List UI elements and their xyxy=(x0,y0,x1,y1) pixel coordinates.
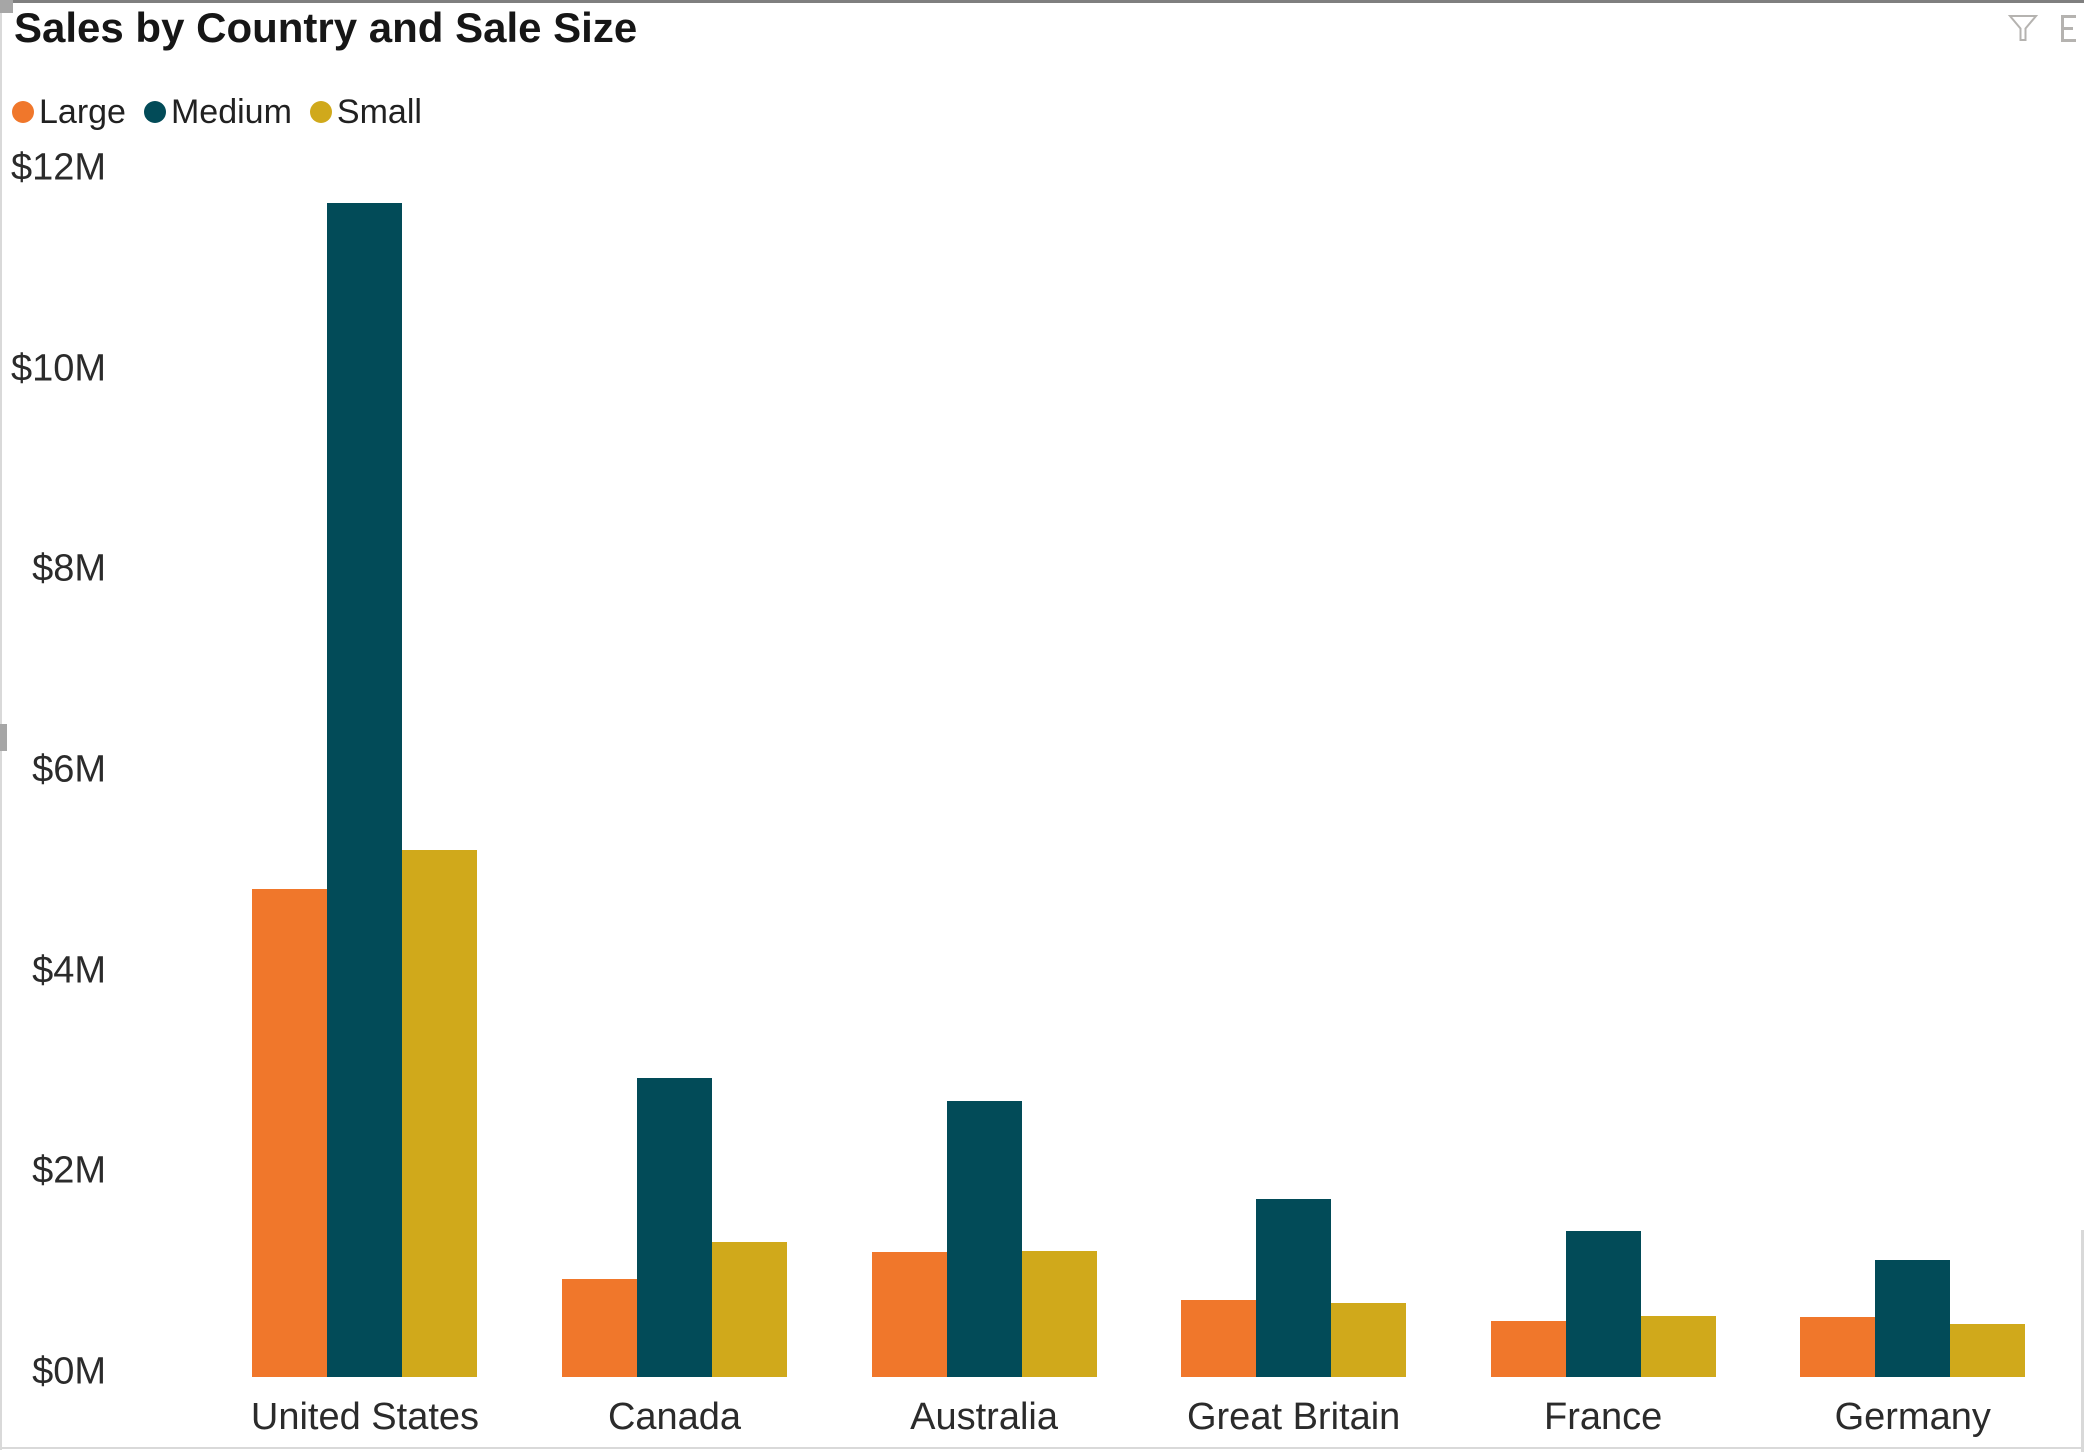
bar-large-france[interactable] xyxy=(1490,1320,1566,1377)
bar-large-australia[interactable] xyxy=(871,1251,947,1377)
x-axis-label-united-states: United States xyxy=(250,1396,480,1438)
legend-dot-large xyxy=(12,101,34,123)
bar-medium-france[interactable] xyxy=(1565,1231,1641,1377)
visual-bottom-border xyxy=(0,1447,2084,1449)
bar-medium-great-britain[interactable] xyxy=(1256,1199,1332,1377)
bar-large-germany[interactable] xyxy=(1800,1316,1876,1377)
y-axis-tick--0m: $0M xyxy=(32,1350,106,1393)
visual-top-border xyxy=(0,0,2084,3)
bar-medium-australia[interactable] xyxy=(946,1101,1022,1377)
x-axis-label-canada: Canada xyxy=(607,1396,742,1438)
y-axis-tick--6m: $6M xyxy=(32,748,106,791)
resize-handle-left[interactable] xyxy=(0,724,7,751)
y-axis-tick--4m: $4M xyxy=(32,949,106,992)
bar-small-france[interactable] xyxy=(1640,1315,1716,1377)
bar-small-canada[interactable] xyxy=(712,1241,788,1377)
bar-large-canada[interactable] xyxy=(562,1278,638,1377)
legend-label-medium: Medium xyxy=(170,93,292,131)
legend-label-small: Small xyxy=(336,93,422,131)
chart-title: Sales by Country and Sale Size xyxy=(14,4,638,51)
legend-dot-medium xyxy=(143,101,166,123)
bar-medium-germany[interactable] xyxy=(1875,1259,1951,1377)
y-axis-tick--12m: $12M xyxy=(10,146,106,189)
bar-small-australia[interactable] xyxy=(1021,1250,1097,1377)
bar-small-great-britain[interactable] xyxy=(1331,1302,1407,1377)
legend-item-large[interactable]: Large xyxy=(12,95,126,129)
x-axis-label-france: France xyxy=(1544,1396,1663,1438)
bar-small-united-states[interactable] xyxy=(402,850,478,1377)
legend-item-medium[interactable]: Medium xyxy=(143,93,292,131)
bar-medium-canada[interactable] xyxy=(637,1077,713,1377)
bar-large-united-states[interactable] xyxy=(252,889,328,1377)
bar-large-great-britain[interactable] xyxy=(1181,1299,1257,1377)
legend-item-small[interactable]: Small xyxy=(309,93,422,131)
x-axis-label-germany: Germany xyxy=(1834,1396,1991,1438)
y-axis-tick--10m: $10M xyxy=(10,347,106,389)
x-axis-label-great-britain: Great Britain xyxy=(1186,1396,1401,1438)
y-axis-tick--8m: $8M xyxy=(32,547,106,590)
visual-header-icons xyxy=(2007,10,2076,46)
x-axis-label-australia: Australia xyxy=(910,1396,1058,1438)
y-axis-tick--2m: $2M xyxy=(32,1149,106,1192)
visual-right-border xyxy=(2081,1230,2084,1452)
legend: Large Medium Small xyxy=(12,95,440,129)
bar-medium-united-states[interactable] xyxy=(327,202,403,1377)
focus-mode-icon-clipped[interactable] xyxy=(2061,14,2076,42)
legend-dot-small xyxy=(309,101,332,123)
bar-small-germany[interactable] xyxy=(1950,1323,2026,1377)
filter-icon[interactable] xyxy=(2007,12,2039,44)
resize-handle-top-left[interactable] xyxy=(0,0,13,13)
legend-label-large: Large xyxy=(39,93,126,131)
